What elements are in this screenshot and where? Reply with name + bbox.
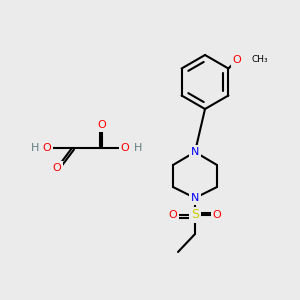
Text: O: O (121, 143, 129, 153)
Text: O: O (43, 143, 51, 153)
Text: O: O (52, 163, 62, 173)
Text: O: O (232, 55, 242, 65)
Text: O: O (169, 210, 177, 220)
Text: O: O (213, 210, 221, 220)
Text: N: N (191, 147, 199, 157)
Text: CH₃: CH₃ (251, 56, 268, 64)
Text: S: S (191, 208, 199, 221)
Text: O: O (98, 120, 106, 130)
Text: H: H (134, 143, 142, 153)
Text: N: N (191, 193, 199, 203)
Text: H: H (31, 143, 39, 153)
